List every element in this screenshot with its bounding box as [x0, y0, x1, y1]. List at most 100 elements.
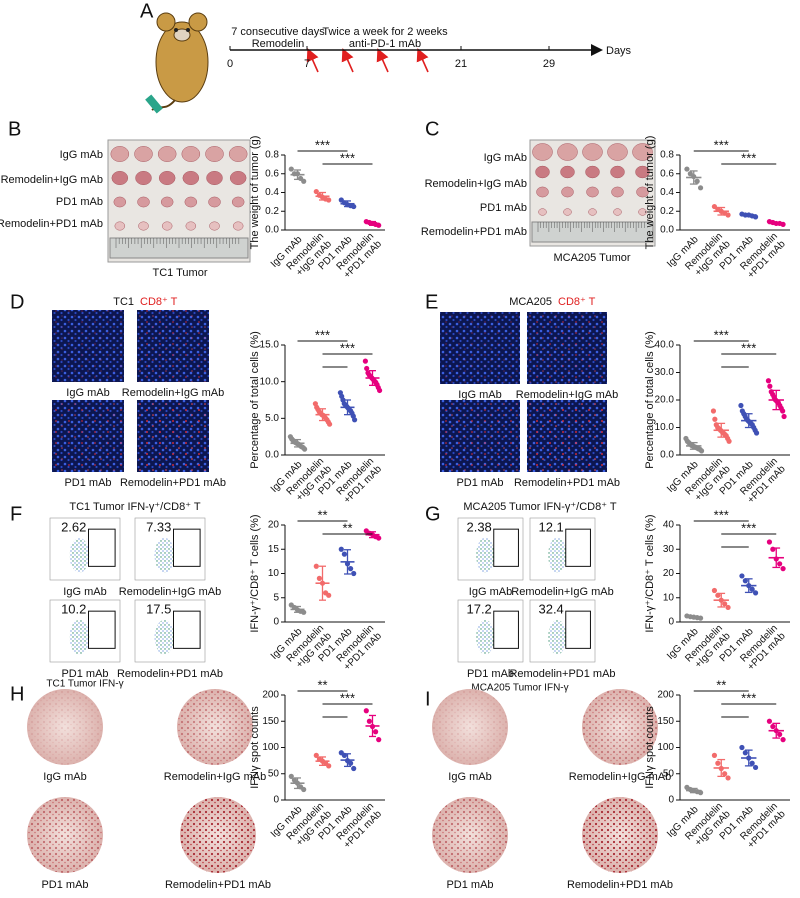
data-point — [766, 718, 773, 724]
y-tick-label: 0.4 — [265, 187, 279, 198]
tumor — [182, 170, 200, 186]
image-label: Remodelin+PD1 mAb — [165, 879, 271, 891]
data-point — [301, 609, 307, 615]
tumor — [138, 221, 149, 231]
data-point — [698, 448, 705, 454]
y-axis-label: Percentage of total cells (%) — [644, 331, 656, 469]
data-point — [684, 166, 690, 172]
panel-letter: F — [10, 503, 22, 525]
data-point — [697, 615, 704, 621]
data-point — [722, 771, 728, 777]
tumor — [137, 196, 150, 208]
tumor — [557, 143, 578, 161]
tumor — [134, 146, 153, 162]
panel-letter: H — [10, 683, 24, 705]
mouse-illustration — [145, 12, 209, 114]
y-axis-label: IFNγ spot counts — [644, 706, 656, 789]
significance-label: ** — [716, 677, 726, 692]
data-point — [777, 561, 783, 567]
y-tick-label: 0.8 — [660, 150, 674, 161]
elispot-spots — [582, 797, 658, 873]
data-point — [326, 197, 332, 203]
panel-letter: B — [8, 118, 21, 140]
tumor — [538, 208, 547, 216]
tumor — [636, 186, 649, 198]
data-point — [364, 365, 370, 372]
y-tick-label: 150 — [262, 716, 279, 727]
y-axis-label: IFN-γ⁺/CD8⁺ T cells (%) — [249, 514, 261, 632]
tumor — [111, 170, 129, 186]
image-header: MCA205 — [509, 296, 552, 308]
panel-letter: G — [425, 503, 441, 525]
data-point — [313, 188, 319, 195]
significance-label: ** — [317, 677, 327, 692]
y-tick-label: 30.0 — [655, 367, 675, 378]
y-tick-label: 40 — [663, 520, 675, 531]
tumor — [607, 143, 628, 161]
data-point — [739, 744, 745, 751]
data-point — [301, 178, 307, 184]
tumor — [632, 143, 653, 161]
gate-value: 2.62 — [61, 519, 86, 534]
y-tick-label: 0.2 — [660, 206, 674, 217]
y-tick-label: 100 — [262, 742, 279, 753]
y-tick-label: 0.0 — [660, 450, 674, 461]
tumor — [536, 186, 549, 198]
data-point — [767, 383, 773, 389]
data-point — [348, 566, 354, 572]
row-label: PD1 mAb — [480, 202, 527, 214]
y-tick-label: 0.6 — [265, 168, 279, 179]
gate-value: 17.5 — [146, 601, 171, 616]
y-tick-label: 0.0 — [265, 450, 279, 461]
tumor — [610, 165, 625, 179]
cd8-overlay — [52, 310, 124, 382]
flow-cloud — [548, 537, 567, 573]
data-point — [725, 212, 731, 218]
data-point — [694, 178, 700, 184]
caption: MCA205 Tumor — [553, 252, 630, 264]
y-axis-label: IFNγ spot counts — [249, 706, 261, 789]
flow-gate — [493, 528, 519, 567]
image-header: TC1 Tumor IFN-γ⁺/CD8⁺ T — [69, 501, 200, 513]
x-tick-label: Remodelin+PD1 mAb — [334, 800, 384, 850]
y-tick-label: 20 — [268, 520, 280, 531]
y-tick-label: 40.0 — [655, 340, 675, 351]
significance-label: *** — [340, 690, 355, 705]
image-label: IgG mAb — [448, 771, 491, 783]
image-label: PD1 mAb — [456, 477, 503, 489]
tumor — [205, 146, 224, 162]
phase-label: Twice a week for 2 weeks — [322, 26, 448, 38]
flow-gate — [565, 610, 591, 649]
data-point — [352, 417, 358, 423]
y-axis-label: IFN-γ⁺/CD8⁺ T cells (%) — [644, 514, 656, 632]
flow-cloud — [548, 619, 567, 655]
data-point — [313, 752, 319, 758]
data-point — [752, 590, 759, 596]
tumor — [535, 165, 550, 179]
row-label: IgG mAb — [484, 152, 527, 164]
significance-label: *** — [340, 340, 355, 355]
elispot-spots — [177, 689, 253, 765]
y-tick-label: 10 — [663, 592, 675, 603]
data-point — [715, 760, 721, 766]
data-point — [288, 166, 294, 172]
y-tick-label: 150 — [657, 716, 674, 727]
data-point — [738, 402, 744, 409]
data-point — [377, 387, 383, 394]
elispot-spots — [180, 797, 256, 873]
data-point — [376, 737, 382, 743]
significance-label: *** — [741, 150, 756, 165]
y-tick-label: 0 — [668, 795, 674, 806]
data-point — [362, 358, 368, 364]
phase-label: 7 consecutive days — [231, 26, 325, 38]
significance-label: ** — [342, 520, 352, 535]
significance-label: *** — [714, 507, 729, 522]
data-point — [711, 587, 718, 594]
flow-gate — [565, 528, 591, 567]
flow-cloud — [476, 619, 495, 655]
data-point — [348, 760, 354, 766]
x-tick-label: Remodelin+PD1 mAb — [334, 622, 384, 672]
flow-cloud — [69, 619, 90, 655]
panel-letter: E — [425, 291, 438, 313]
